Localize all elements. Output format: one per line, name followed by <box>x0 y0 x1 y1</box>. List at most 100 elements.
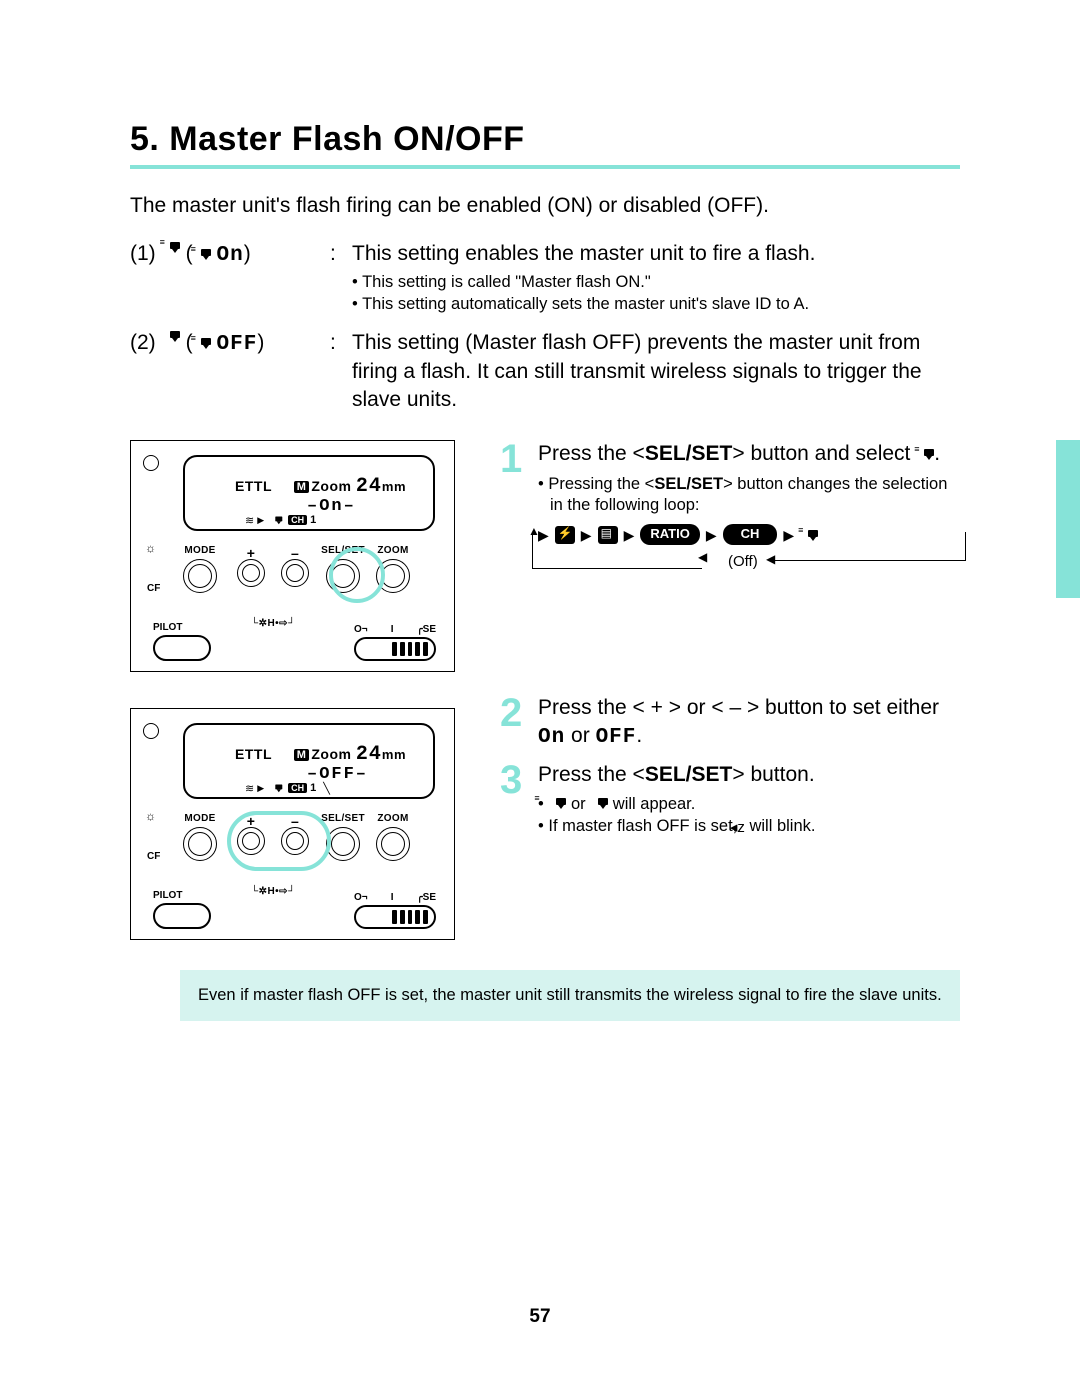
mode-button: MODE <box>171 813 229 861</box>
device-column: ☼ ETTL MZoom 24mm –On– ≋▶ CH 1 <box>130 440 460 940</box>
sw-off: O¬ <box>354 892 368 903</box>
setting-2-num: (2) <box>130 329 156 357</box>
lamp-indicator <box>143 455 159 471</box>
lcd-display: ETTL MZoom 24mm –OFF– ≋▶ CH 1 ╲ <box>183 723 435 799</box>
intro-text: The master unit's flash firing can be en… <box>130 191 960 220</box>
lcd-zoom-label: Zoom <box>311 746 351 762</box>
power-switch: O¬ I ╭SE <box>354 892 436 929</box>
selset-button: SEL/SET <box>317 813 369 861</box>
setting-2-desc: This setting (Master flash OFF) prevents… <box>352 329 960 414</box>
lcd-zoom: MZoom <box>294 746 352 762</box>
lcd-mm: mm <box>382 479 406 494</box>
selset-button: SEL/SET <box>317 545 369 593</box>
step-1-sub-1: Pressing the <SEL/SET> button changes th… <box>538 474 960 517</box>
setting-1-sublist: This setting is called "Master flash ON.… <box>352 271 960 316</box>
loop-icon-bolt <box>555 526 575 544</box>
step-3-number: 3 <box>500 761 528 837</box>
flash-icon <box>590 796 608 810</box>
lcd-zoom-label: Zoom <box>311 478 351 494</box>
cf-label: CF <box>147 851 160 862</box>
ch-badge: CH <box>288 515 307 525</box>
flash-beam-icon <box>270 515 283 525</box>
lcd-line1: ETTL MZoom 24mm <box>235 475 406 498</box>
loop-row: ▶ ▶ ▶ RATIO ▶ CH ▶ ≡ <box>538 524 960 545</box>
selset-label: SEL/SET <box>645 763 733 786</box>
colon: : <box>330 329 352 414</box>
flash-beam-icon <box>270 783 283 793</box>
button-row: MODE + – SEL/SET ZOOM <box>141 545 444 593</box>
flash-beam-icon: ≡ <box>162 240 180 254</box>
sw-se: ╭SE <box>417 624 436 635</box>
step-1: 1 Press the <SEL/SET> button and select … <box>500 440 960 592</box>
step-3-text-b: > button. <box>732 763 814 786</box>
pilot-label: PILOT <box>153 890 211 901</box>
seg-on: On <box>217 244 244 267</box>
lcd-mm: mm <box>382 747 406 762</box>
step-1-number: 1 <box>500 440 528 592</box>
lcd-icon-row: ≋▶ CH 1 ╲ <box>245 781 330 795</box>
step-3-body: Press the <SEL/SET> button. ≡ or will ap… <box>538 761 960 837</box>
loop-icon-group <box>598 526 618 544</box>
power-switch: O¬ I ╭SE <box>354 624 436 661</box>
lamp-indicator <box>143 723 159 739</box>
mode-button: MODE <box>171 545 229 593</box>
setting-1-desc-block: This setting enables the master unit to … <box>352 240 960 315</box>
step-2-off: OFF <box>596 726 637 749</box>
setting-2-symbol: (2) (≡ OFF) <box>130 329 330 414</box>
flash-beam-icon: ≡ <box>800 528 818 542</box>
pilot-button <box>153 903 211 929</box>
pilot-label: PILOT <box>153 622 211 633</box>
setting-1-desc: This setting enables the master unit to … <box>352 242 815 265</box>
plus-button: + <box>229 545 273 587</box>
zoom-button: ZOOM <box>369 545 417 593</box>
lcd-zoom-val: 24 <box>356 475 382 498</box>
step-1-text-a: Press the < <box>538 442 645 465</box>
minus-button: – <box>273 813 317 855</box>
flash-beam-icon: ≡ <box>916 447 934 461</box>
step-2-on: On <box>538 726 565 749</box>
instruction-columns: ☼ ETTL MZoom 24mm –On– ≋▶ CH 1 <box>130 440 960 940</box>
lcd-line1: ETTL MZoom 24mm <box>235 743 406 766</box>
page-title: 5. Master Flash ON/OFF <box>130 120 960 159</box>
title-underline <box>130 165 960 169</box>
step-2-number: 2 <box>500 694 528 751</box>
flash-beam-icon: ≡ <box>193 336 211 350</box>
note-box: Even if master flash OFF is set, the mas… <box>180 970 960 1020</box>
seg-off: OFF <box>217 333 258 356</box>
step-3-sub-1: ≡ or will appear. <box>538 794 960 815</box>
setting-1-sub-0: This setting is called "Master flash ON.… <box>352 271 960 293</box>
plus-button: + <box>229 813 273 855</box>
setting-2-paren: (≡ OFF) <box>186 329 265 359</box>
pilot-block: PILOT <box>153 890 211 929</box>
colon: : <box>330 240 352 315</box>
section-tab <box>1056 440 1080 598</box>
sw-on: I <box>391 624 394 635</box>
sw-off: O¬ <box>354 624 368 635</box>
loop-ratio: RATIO <box>640 524 699 545</box>
sw-on: I <box>391 892 394 903</box>
ch-num: 1 <box>310 514 316 526</box>
steps-column: 1 Press the <SEL/SET> button and select … <box>500 440 960 940</box>
zoom-button: ZOOM <box>369 813 417 861</box>
step-3-text-a: Press the < <box>538 763 645 786</box>
selset-label: SEL/SET <box>645 442 733 465</box>
lcd-display: ETTL MZoom 24mm –On– ≋▶ CH 1 <box>183 455 435 531</box>
step-1-text-b: > button and select <box>732 442 916 465</box>
setting-1-sub-1: This setting automatically sets the mast… <box>352 293 960 315</box>
step-3-sub-2: If master flash OFF is set, ◂ᴢ will blin… <box>538 816 960 838</box>
lcd-zoom-val: 24 <box>356 743 382 766</box>
flash-beam-icon: ≡ <box>193 247 211 261</box>
minus-button: – <box>273 545 317 587</box>
lcd-ettl: ETTL <box>235 746 272 762</box>
step-1-sub: Pressing the <SEL/SET> button changes th… <box>538 474 960 517</box>
step-2-text: Press the < + > or < – > button to set e… <box>538 696 939 719</box>
pilot-button <box>153 635 211 661</box>
setting-1-symbol: (1) ≡ (≡ On) <box>130 240 330 315</box>
lcd-ettl: ETTL <box>235 478 272 494</box>
ch-num: 1 <box>310 782 316 794</box>
step-3: 3 Press the <SEL/SET> button. ≡ or will … <box>500 761 960 837</box>
selection-loop: ▶ ▶ ▶ RATIO ▶ CH ▶ ≡ (Off) <box>538 524 960 580</box>
step-3-sub: ≡ or will appear. If master flash OFF is… <box>538 794 960 837</box>
sw-se: ╭SE <box>417 892 436 903</box>
setting-1-num: (1) <box>130 240 156 268</box>
